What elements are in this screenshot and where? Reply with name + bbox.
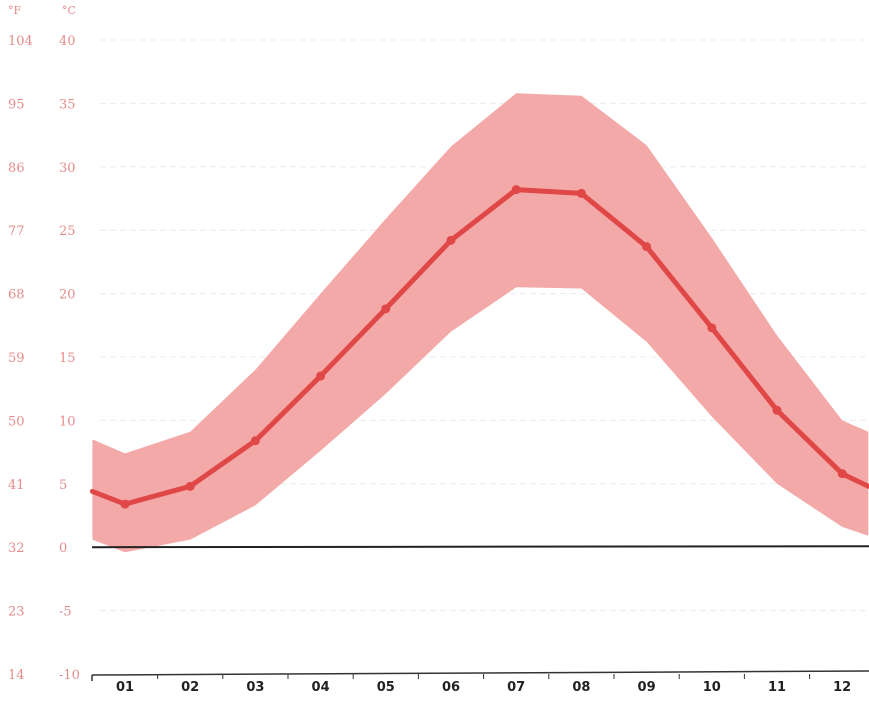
- mean-temperature-point: [642, 242, 652, 252]
- temperature-range-area: [92, 93, 869, 553]
- fahrenheit-tick-label: 77: [8, 224, 25, 239]
- x-tick-label: 05: [377, 680, 395, 695]
- celsius-tick-label: -10: [59, 668, 80, 683]
- fahrenheit-tick-label: 68: [8, 288, 25, 303]
- x-axis: 01 02 03 04 05 06 07 08 09 10 11 12: [91, 670, 869, 695]
- fahrenheit-tick-label: 104: [8, 34, 33, 49]
- fahrenheit-tick-label: 14: [8, 668, 25, 683]
- x-tick-label: 08: [572, 680, 590, 695]
- x-axis-line: [91, 670, 869, 676]
- mean-temperature-point: [250, 436, 260, 446]
- mean-temperature-points: [120, 185, 847, 509]
- x-tick-label: 01: [116, 680, 134, 695]
- fahrenheit-unit-label: °F: [8, 4, 22, 17]
- mean-temperature-point: [576, 188, 586, 198]
- x-tick-label: 07: [507, 680, 525, 695]
- fahrenheit-tick-label: 59: [8, 351, 25, 366]
- celsius-tick-label: 5: [59, 478, 67, 493]
- mean-temperature-point: [120, 499, 130, 509]
- mean-temperature-point: [772, 405, 782, 415]
- fahrenheit-tick-label: 86: [8, 161, 25, 176]
- y-axis-labels: °F °C 104 40 95 35 86 30 77 25 68 20 59 15 50 10 41 5 32…: [8, 4, 80, 683]
- fahrenheit-tick-label: 23: [8, 605, 25, 620]
- celsius-tick-label: 35: [59, 97, 76, 112]
- mean-temperature-line: [89, 187, 869, 507]
- celsius-tick-label: 30: [59, 161, 76, 176]
- mean-temperature-point: [185, 481, 195, 491]
- fahrenheit-tick-label: 32: [8, 541, 25, 556]
- x-tick-label: 02: [181, 680, 199, 695]
- celsius-tick-label: 20: [59, 288, 76, 303]
- fahrenheit-tick-label: 95: [8, 97, 25, 112]
- fahrenheit-tick-label: 50: [8, 414, 25, 429]
- mean-temperature-point: [511, 185, 521, 195]
- mean-temperature-polyline: [89, 187, 869, 507]
- zero-line-group: [91, 545, 869, 549]
- celsius-tick-label: 15: [59, 351, 76, 366]
- temperature-range-band: [92, 93, 869, 553]
- celsius-unit-label: °C: [62, 4, 76, 17]
- x-tick-label: 10: [703, 680, 721, 695]
- celsius-tick-label: 0: [59, 541, 67, 556]
- mean-temperature-point: [316, 371, 326, 381]
- x-tick-label: 09: [638, 680, 656, 695]
- zero-line: [91, 545, 869, 549]
- x-tick-label: 12: [833, 680, 851, 695]
- x-tick-label: 11: [768, 680, 786, 695]
- fahrenheit-tick-label: 41: [8, 478, 25, 493]
- celsius-tick-label: 25: [59, 224, 76, 239]
- celsius-tick-label: 40: [59, 34, 76, 49]
- x-tick-label: 04: [312, 680, 330, 695]
- celsius-tick-label: -5: [59, 605, 72, 620]
- mean-temperature-point: [381, 304, 391, 314]
- x-tick-label: 06: [442, 680, 460, 695]
- celsius-tick-label: 10: [59, 414, 76, 429]
- mean-temperature-point: [707, 323, 717, 333]
- x-tick-label: 03: [246, 680, 264, 695]
- mean-temperature-point: [837, 469, 847, 479]
- mean-temperature-point: [446, 235, 456, 245]
